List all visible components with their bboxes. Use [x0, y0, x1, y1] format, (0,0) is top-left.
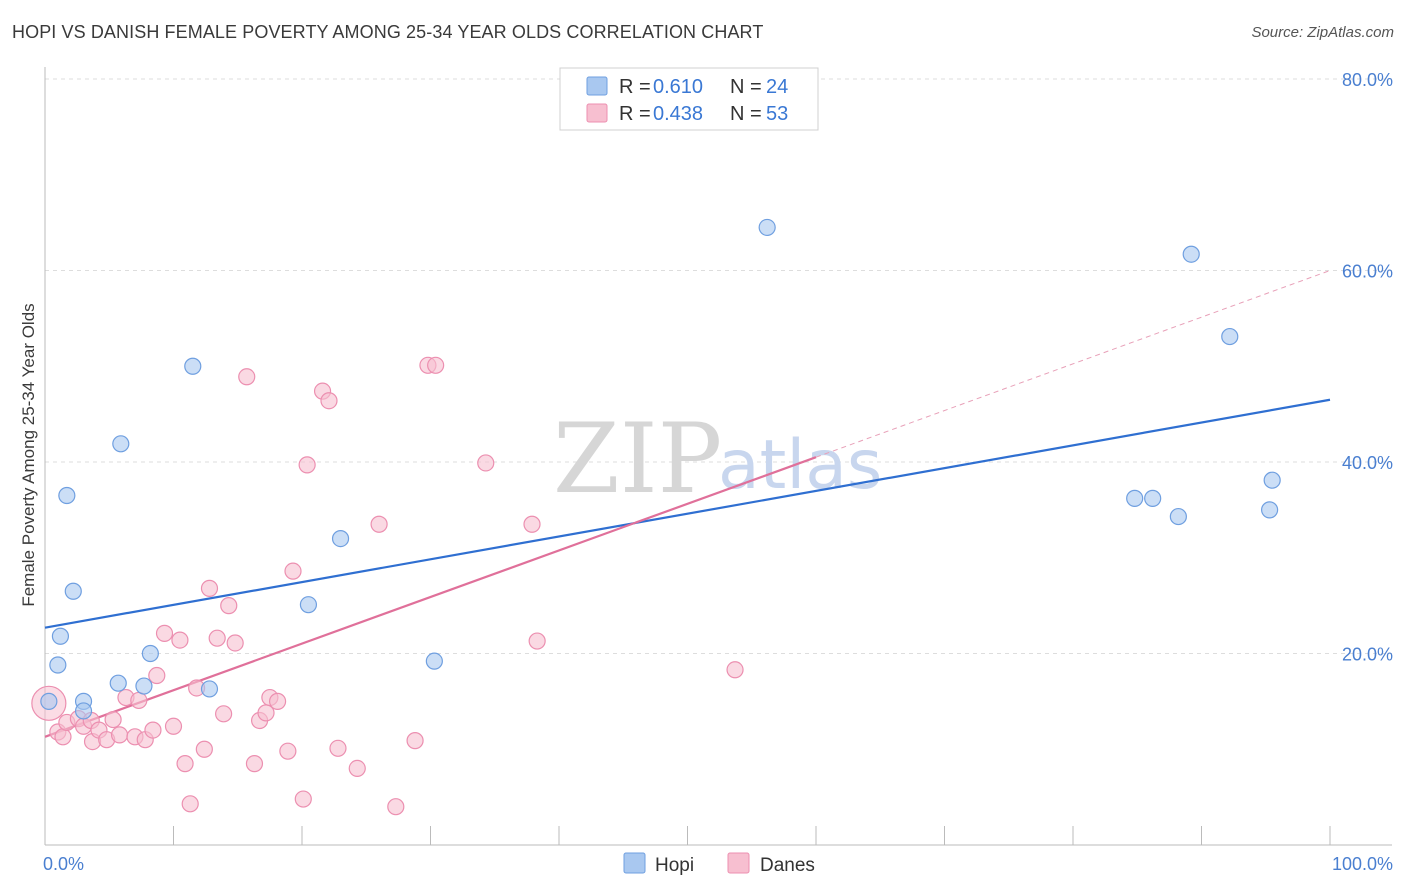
y-axis-title: Female Poverty Among 25-34 Year Olds	[19, 303, 38, 606]
point-danes	[155, 624, 174, 642]
point-danes	[238, 368, 256, 386]
point-danes	[130, 691, 148, 710]
point-hopi	[1144, 489, 1162, 507]
point-hopi	[109, 674, 127, 692]
point-danes	[348, 759, 366, 778]
point-hopi	[40, 692, 58, 710]
zipatlas-watermark: ZIP atlas	[553, 403, 882, 515]
point-hopi	[425, 652, 443, 670]
point-hopi	[331, 529, 350, 548]
point-hopi	[1182, 245, 1200, 263]
point-hopi	[58, 486, 76, 505]
bottom-legend-swatch-hopi	[623, 852, 646, 874]
point-hopi	[135, 677, 153, 695]
tick-labels: 20.0% 40.0% 60.0% 80.0% 0.0% 100.0%	[43, 70, 1393, 874]
y-tick-label-80: 80.0%	[1342, 70, 1393, 90]
point-danes	[268, 692, 287, 710]
point-danes	[171, 631, 189, 649]
point-hopi	[112, 435, 130, 453]
point-danes	[320, 392, 338, 410]
point-hopi	[758, 218, 776, 237]
bottom-legend-label-danes: Danes	[760, 855, 815, 876]
legend-danes-r-label: R =	[619, 103, 651, 125]
legend-danes-n-value: 53	[766, 103, 788, 125]
point-danes	[329, 739, 347, 757]
legend-danes-n-label: N =	[730, 103, 762, 125]
point-danes	[144, 721, 162, 739]
legend-swatch-danes	[586, 103, 608, 123]
x-tick-label-0: 0.0%	[43, 854, 84, 874]
point-hopi	[1263, 471, 1281, 489]
watermark-zip: ZIP	[553, 403, 722, 515]
point-danes	[148, 666, 166, 685]
bottom-legend-label-hopi: Hopi	[655, 855, 694, 876]
legend-hopi-r-value: 0.610	[653, 76, 703, 98]
point-danes	[110, 726, 129, 744]
point-danes	[477, 454, 495, 472]
point-danes	[104, 710, 122, 729]
point-danes	[164, 717, 183, 735]
legend-danes-r-value: 0.438	[653, 103, 703, 125]
point-hopi	[1261, 501, 1279, 519]
point-danes	[215, 705, 233, 723]
point-hopi	[64, 582, 82, 600]
point-danes	[220, 597, 238, 615]
legend-hopi-n-label: N =	[730, 76, 762, 98]
point-danes	[176, 755, 194, 773]
point-danes	[284, 562, 302, 580]
point-danes	[54, 728, 72, 746]
chart-title: HOPI VS DANISH FEMALE POVERTY AMONG 25-3…	[12, 22, 764, 42]
point-danes	[427, 356, 445, 374]
x-tick-label-100: 100.0%	[1332, 854, 1393, 874]
point-hopi	[74, 702, 93, 720]
watermark-atlas: atlas	[718, 426, 882, 505]
point-hopi	[299, 596, 318, 614]
point-danes	[208, 629, 226, 647]
point-danes	[200, 579, 219, 597]
series-legend: Hopi Danes	[623, 852, 815, 876]
source-credit: Source: ZipAtlas.com	[1251, 24, 1394, 41]
point-danes	[298, 456, 316, 474]
legend-hopi-n-value: 24	[766, 76, 788, 98]
point-hopi	[1221, 327, 1239, 346]
point-danes	[245, 755, 264, 773]
y-tick-label-20: 20.0%	[1342, 645, 1393, 665]
trend-layer	[44, 270, 1331, 738]
point-danes	[294, 790, 312, 808]
points-layer	[31, 218, 1281, 816]
legend-hopi-r-label: R =	[619, 76, 651, 98]
point-danes	[195, 740, 213, 758]
point-hopi	[141, 644, 159, 663]
grid-layer	[45, 78, 1392, 654]
point-danes	[226, 634, 244, 652]
point-danes	[528, 632, 546, 650]
point-danes	[370, 515, 388, 533]
point-hopi	[200, 680, 219, 698]
point-hopi	[51, 627, 70, 645]
point-danes	[406, 732, 424, 750]
point-hopi	[49, 656, 67, 674]
point-danes	[523, 515, 541, 533]
point-hopi	[1169, 507, 1187, 526]
point-hopi	[184, 357, 202, 375]
bottom-legend-swatch-danes	[727, 852, 750, 874]
y-tick-label-60: 60.0%	[1342, 262, 1393, 282]
trendline-danes-extension	[815, 270, 1331, 458]
trendline-hopi	[44, 398, 1331, 629]
legend-swatch-hopi	[586, 76, 608, 96]
y-tick-label-40: 40.0%	[1342, 453, 1393, 473]
trendline-danes	[44, 456, 817, 738]
point-hopi	[1126, 489, 1144, 507]
stats-legend: R = 0.610 N = 24 R = 0.438 N = 53	[559, 67, 819, 131]
point-danes	[181, 795, 199, 813]
point-danes	[387, 798, 405, 816]
point-danes	[726, 661, 744, 679]
point-danes	[279, 742, 297, 760]
